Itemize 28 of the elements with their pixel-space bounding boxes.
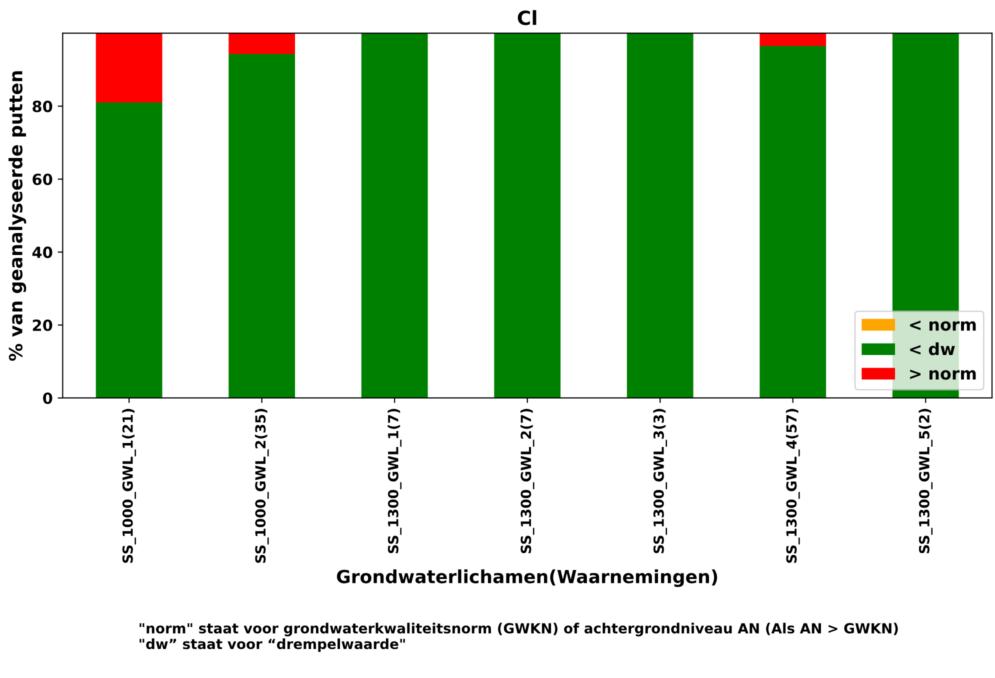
x-axis-title: Grondwaterlichamen(Waarnemingen) <box>336 569 718 587</box>
bar <box>361 33 428 398</box>
x-tick-label: SS_1300_GWL_2(7) <box>520 408 534 554</box>
y-tick-label: 20 <box>32 320 52 332</box>
bar <box>96 33 162 103</box>
text: "norm" staat voor grondwaterkwaliteitsnorm (GWKN) of achtergrondniveau AN (Als AN > GWKN) "dw” staat voor “drempelwaarde" <box>140 622 898 652</box>
x-tick-label: SS_1300_GWL_5(2) <box>918 408 933 554</box>
bar <box>228 33 296 54</box>
y-tick-label: 40 <box>32 246 52 258</box>
bar <box>760 46 826 398</box>
y-axis-title: % van geanalyseerde putten <box>8 71 26 361</box>
legend-label: < dw <box>910 342 955 356</box>
bar <box>760 33 826 46</box>
x-tick-label: SS_1300_GWL_3(3) <box>653 408 668 554</box>
bar <box>96 102 162 398</box>
y-tick-label: 0 <box>43 392 52 404</box>
bar <box>494 33 561 398</box>
y-tick-label: 60 <box>32 174 52 186</box>
y-tick-label: 80 <box>32 100 52 112</box>
x-tick-label: SS_1300_GWL_4(57) <box>786 408 800 563</box>
x-tick-label: SS_1300_GWL_1(7) <box>388 408 402 554</box>
x-tick-label: SS_1000_GWL_2(35) <box>254 408 269 563</box>
bar <box>228 54 296 398</box>
legend-label: < norm <box>910 320 976 331</box>
x-tick-label: SS_1000_GWL_1(21) <box>122 408 136 563</box>
bar <box>626 33 694 398</box>
chart-title: Cl <box>518 10 536 26</box>
legend-label: > norm <box>910 370 976 380</box>
